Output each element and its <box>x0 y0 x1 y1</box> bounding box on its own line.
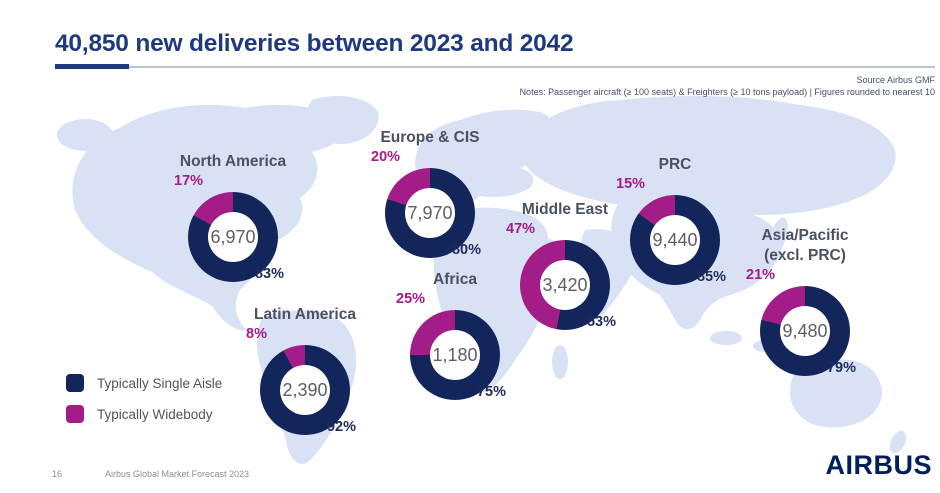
donut-chart: 7,970 <box>385 168 475 258</box>
region-chart-asia-pacific: Asia/Pacific (excl. PRC) 21% 9,480 79% <box>730 226 880 376</box>
donut-hole: 7,970 <box>405 188 455 238</box>
delivery-value: 1,180 <box>432 344 478 365</box>
region-title: PRC <box>658 156 692 173</box>
region-title: Africa <box>433 271 477 288</box>
region-chart-middle-east: Middle East 47% 3,420 53% <box>490 200 640 330</box>
region-chart-prc: PRC 15% 9,440 85% <box>600 155 750 285</box>
single-aisle-percent-label: 53% <box>586 314 616 330</box>
airbus-logo: AIRBUS <box>825 450 932 480</box>
footer-text: Airbus Global Market Forecast 2023 <box>105 469 250 479</box>
donut-chart: 2,390 <box>260 345 350 435</box>
donut-chart: 6,970 <box>188 192 278 282</box>
widebody-percent-label: 17% <box>174 173 204 189</box>
title-rule-dark <box>55 64 129 69</box>
region-chart-latin-america: Latin America 8% 2,390 92% <box>230 305 380 435</box>
source-notes: Source Airbus GMF Notes: Passenger aircr… <box>520 74 935 98</box>
donut-hole: 9,480 <box>780 306 830 356</box>
donut-hole: 6,970 <box>208 212 258 262</box>
legend-label: Typically Single Aisle <box>97 375 223 391</box>
donut-hole: 3,420 <box>540 260 590 310</box>
single-aisle-percent-label: 75% <box>476 384 506 400</box>
donut-chart: 9,480 <box>760 286 850 376</box>
region-chart-africa: Africa 25% 1,180 75% <box>380 270 530 400</box>
delivery-value: 9,440 <box>652 229 698 250</box>
single-aisle-swatch-icon <box>66 374 84 392</box>
donut-hole: 2,390 <box>280 365 330 415</box>
delivery-value: 2,390 <box>282 379 328 400</box>
single-aisle-percent-label: 85% <box>696 269 726 285</box>
delivery-value: 9,480 <box>782 320 828 341</box>
donut-chart: 9,440 <box>630 195 720 285</box>
widebody-percent-label: 8% <box>246 326 267 342</box>
delivery-value: 7,970 <box>407 202 453 223</box>
donut-chart: 3,420 <box>520 240 610 330</box>
notes-line: Notes: Passenger aircraft (≥ 100 seats) … <box>519 87 935 97</box>
legend-item-single-aisle: Typically Single Aisle <box>66 374 222 392</box>
region-title: Europe & CIS <box>380 129 480 146</box>
single-aisle-percent-label: 92% <box>326 419 356 435</box>
legend: Typically Single Aisle Typically Widebod… <box>66 374 222 436</box>
delivery-value: 6,970 <box>210 226 256 247</box>
slide-title: 40,850 new deliveries between 2023 and 2… <box>55 30 574 57</box>
region-title: Middle East <box>521 201 609 218</box>
legend-item-widebody: Typically Widebody <box>66 405 222 423</box>
single-aisle-percent-label: 83% <box>254 266 284 282</box>
region-title: Asia/Pacific (excl. PRC) <box>761 227 849 264</box>
source-line: Source Airbus GMF <box>856 75 935 85</box>
widebody-percent-label: 25% <box>396 291 426 307</box>
widebody-percent-label: 47% <box>506 221 536 237</box>
region-title: Latin America <box>254 306 356 323</box>
single-aisle-percent-label: 79% <box>826 360 856 376</box>
widebody-percent-label: 20% <box>371 149 401 165</box>
donut-chart: 1,180 <box>410 310 500 400</box>
region-chart-north-america: North America 17% 6,970 83% <box>158 152 308 282</box>
page-number: 16 <box>52 469 63 479</box>
delivery-value: 3,420 <box>542 274 588 295</box>
widebody-percent-label: 21% <box>746 267 776 283</box>
region-title: North America <box>179 153 287 170</box>
legend-label: Typically Widebody <box>97 406 213 422</box>
donut-hole: 1,180 <box>430 330 480 380</box>
region-chart-europe-cis: Europe & CIS 20% 7,970 80% <box>355 128 505 258</box>
title-rule-light <box>55 66 935 68</box>
single-aisle-percent-label: 80% <box>451 242 481 258</box>
donut-hole: 9,440 <box>650 215 700 265</box>
widebody-swatch-icon <box>66 405 84 423</box>
widebody-percent-label: 15% <box>616 176 646 192</box>
